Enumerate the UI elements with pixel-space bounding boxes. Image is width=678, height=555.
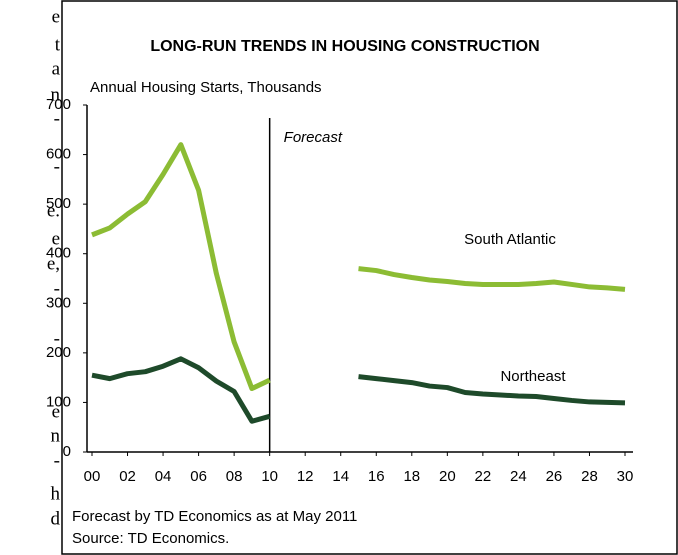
series-label: Northeast — [500, 368, 566, 385]
margin-text: e, — [47, 253, 60, 274]
x-tick-label: 24 — [510, 468, 527, 485]
chart-title: LONG-RUN TRENDS IN HOUSING CONSTRUCTION — [150, 38, 539, 55]
y-tick-label: 400 — [46, 245, 71, 262]
x-tick-label: 30 — [617, 468, 634, 485]
y-tick-label: 0 — [63, 443, 71, 460]
series-line — [91, 356, 626, 424]
x-tick-label: 10 — [261, 468, 278, 485]
margin-text: d — [51, 508, 61, 529]
margin-text: e — [52, 6, 60, 27]
x-tick-label: 20 — [439, 468, 456, 485]
margin-text: e — [52, 228, 60, 249]
x-tick-label: 04 — [155, 468, 172, 485]
y-tick-label: 100 — [46, 393, 71, 410]
x-tick-label: 06 — [190, 468, 207, 485]
x-tick-label: 18 — [403, 468, 420, 485]
y-tick-label: 600 — [46, 146, 71, 163]
margin-text: - — [54, 156, 60, 177]
y-tick-label: 700 — [46, 96, 71, 113]
margin-text: e. — [47, 200, 60, 221]
x-tick-label: 26 — [546, 468, 563, 485]
y-tick-label: 200 — [46, 344, 71, 361]
margin-text: e — [52, 401, 60, 422]
margin-text: - — [54, 278, 60, 299]
chart-border — [61, 0, 678, 555]
annotation: Forecast — [284, 129, 343, 146]
footnote: Forecast by TD Economics as at May 2011 — [72, 508, 357, 525]
margin-text: a — [52, 58, 61, 79]
x-tick-label: 14 — [332, 468, 349, 485]
y-axis-label: Annual Housing Starts, Thousands — [90, 79, 322, 96]
margin-text: h — [51, 483, 61, 504]
x-tick-label: 22 — [475, 468, 492, 485]
margin-text: - — [54, 108, 60, 129]
y-tick-label: 300 — [46, 294, 71, 311]
margin-text: n — [51, 425, 61, 446]
x-tick-label: 08 — [226, 468, 243, 485]
x-tick-label: 28 — [581, 468, 598, 485]
x-tick-label: 16 — [368, 468, 385, 485]
series-label: South Atlantic — [464, 231, 556, 248]
margin-text: - — [54, 450, 60, 471]
footnote: Source: TD Economics. — [72, 530, 229, 547]
x-tick-label: 00 — [84, 468, 101, 485]
x-tick-label: 02 — [119, 468, 136, 485]
margin-text: n — [51, 84, 61, 105]
margin-text: t — [55, 34, 61, 55]
margin-text: - — [54, 328, 60, 349]
series-line — [91, 142, 626, 392]
y-tick-label: 500 — [46, 195, 71, 212]
x-tick-label: 12 — [297, 468, 314, 485]
